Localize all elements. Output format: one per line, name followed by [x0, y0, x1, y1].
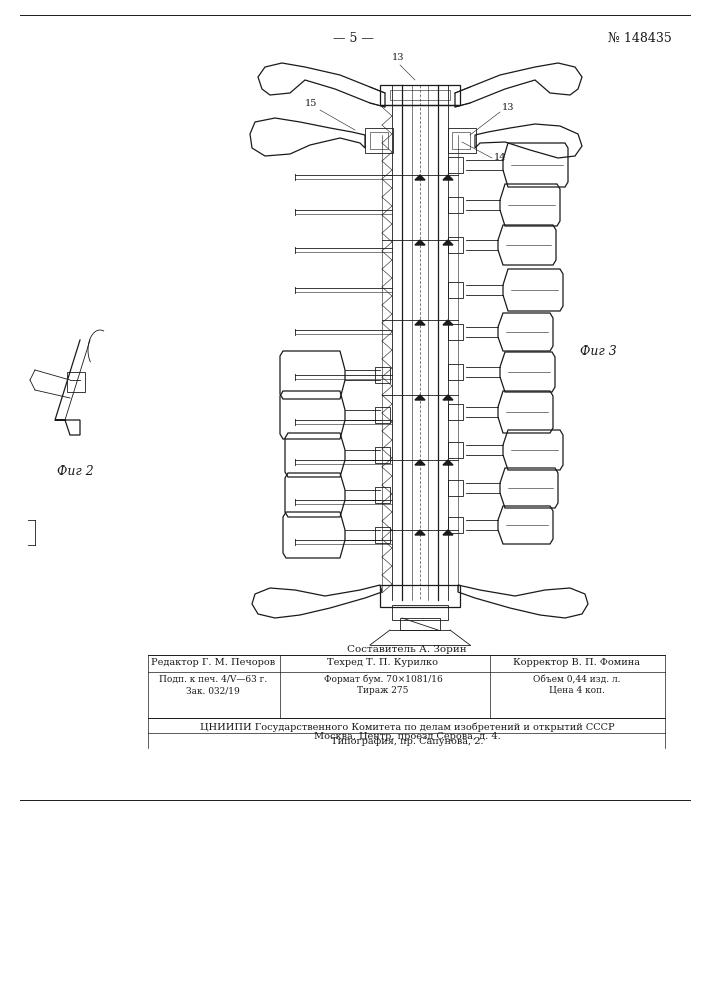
Bar: [448, 364, 463, 380]
Polygon shape: [443, 320, 453, 325]
Text: Цена 4 коп.: Цена 4 коп.: [549, 686, 605, 695]
Text: 13: 13: [392, 53, 404, 62]
Polygon shape: [443, 175, 453, 180]
Text: 14: 14: [494, 153, 506, 162]
Bar: [448, 197, 463, 213]
Text: Москва, Центр, проезд Серова, д. 4.: Москва, Центр, проезд Серова, д. 4.: [314, 732, 501, 741]
Text: 15: 15: [305, 99, 317, 108]
Text: Редактор Г. М. Печоров: Редактор Г. М. Печоров: [151, 658, 275, 667]
Bar: [448, 517, 463, 533]
Bar: [448, 404, 463, 420]
Bar: [390, 90, 450, 100]
Bar: [375, 367, 390, 383]
Text: № 148435: № 148435: [608, 32, 672, 45]
Bar: [448, 324, 463, 340]
Bar: [375, 407, 390, 423]
Text: Формат бум. 70×1081/16: Формат бум. 70×1081/16: [324, 675, 443, 684]
Polygon shape: [415, 460, 425, 465]
Bar: [392, 605, 448, 620]
Polygon shape: [415, 395, 425, 400]
Bar: [448, 282, 463, 298]
Bar: [448, 480, 463, 496]
Text: Корректор В. П. Фомина: Корректор В. П. Фомина: [513, 658, 641, 667]
Bar: [448, 157, 463, 173]
Text: Подп. к печ. 4/V—63 г.: Подп. к печ. 4/V—63 г.: [159, 675, 267, 684]
Polygon shape: [415, 320, 425, 325]
Bar: [380, 585, 460, 607]
Bar: [375, 527, 390, 543]
Bar: [370, 132, 388, 149]
Text: 13: 13: [502, 103, 515, 112]
Text: Объем 0,44 изд. л.: Объем 0,44 изд. л.: [533, 675, 621, 684]
Text: — 5 —: — 5 —: [332, 32, 373, 45]
Bar: [448, 128, 476, 153]
Polygon shape: [443, 530, 453, 535]
Bar: [375, 487, 390, 503]
Text: Тираж 275: Тираж 275: [357, 686, 409, 695]
Text: Фиг 2: Фиг 2: [57, 465, 94, 478]
Text: ЦНИИПИ Государственного Комитета по делам изобретений и открытий СССР: ЦНИИПИ Государственного Комитета по дела…: [199, 722, 614, 732]
Bar: [365, 128, 393, 153]
Bar: [448, 442, 463, 458]
Bar: [452, 132, 470, 149]
Text: Составитель А. Зорин: Составитель А. Зорин: [347, 645, 467, 654]
Bar: [380, 85, 460, 105]
Text: Техред Т. П. Курилко: Техред Т. П. Курилко: [327, 658, 438, 667]
Polygon shape: [443, 240, 453, 245]
Bar: [375, 447, 390, 463]
Polygon shape: [443, 460, 453, 465]
Polygon shape: [415, 530, 425, 535]
Polygon shape: [415, 240, 425, 245]
Polygon shape: [443, 395, 453, 400]
Text: Фиг 3: Фиг 3: [580, 345, 617, 358]
Text: Типография, пр. Сапунова, 2.: Типография, пр. Сапунова, 2.: [331, 737, 484, 746]
Bar: [448, 237, 463, 253]
Bar: [400, 618, 440, 630]
Text: Зак. 032/19: Зак. 032/19: [186, 686, 240, 695]
Bar: [67, 372, 85, 392]
Polygon shape: [415, 175, 425, 180]
